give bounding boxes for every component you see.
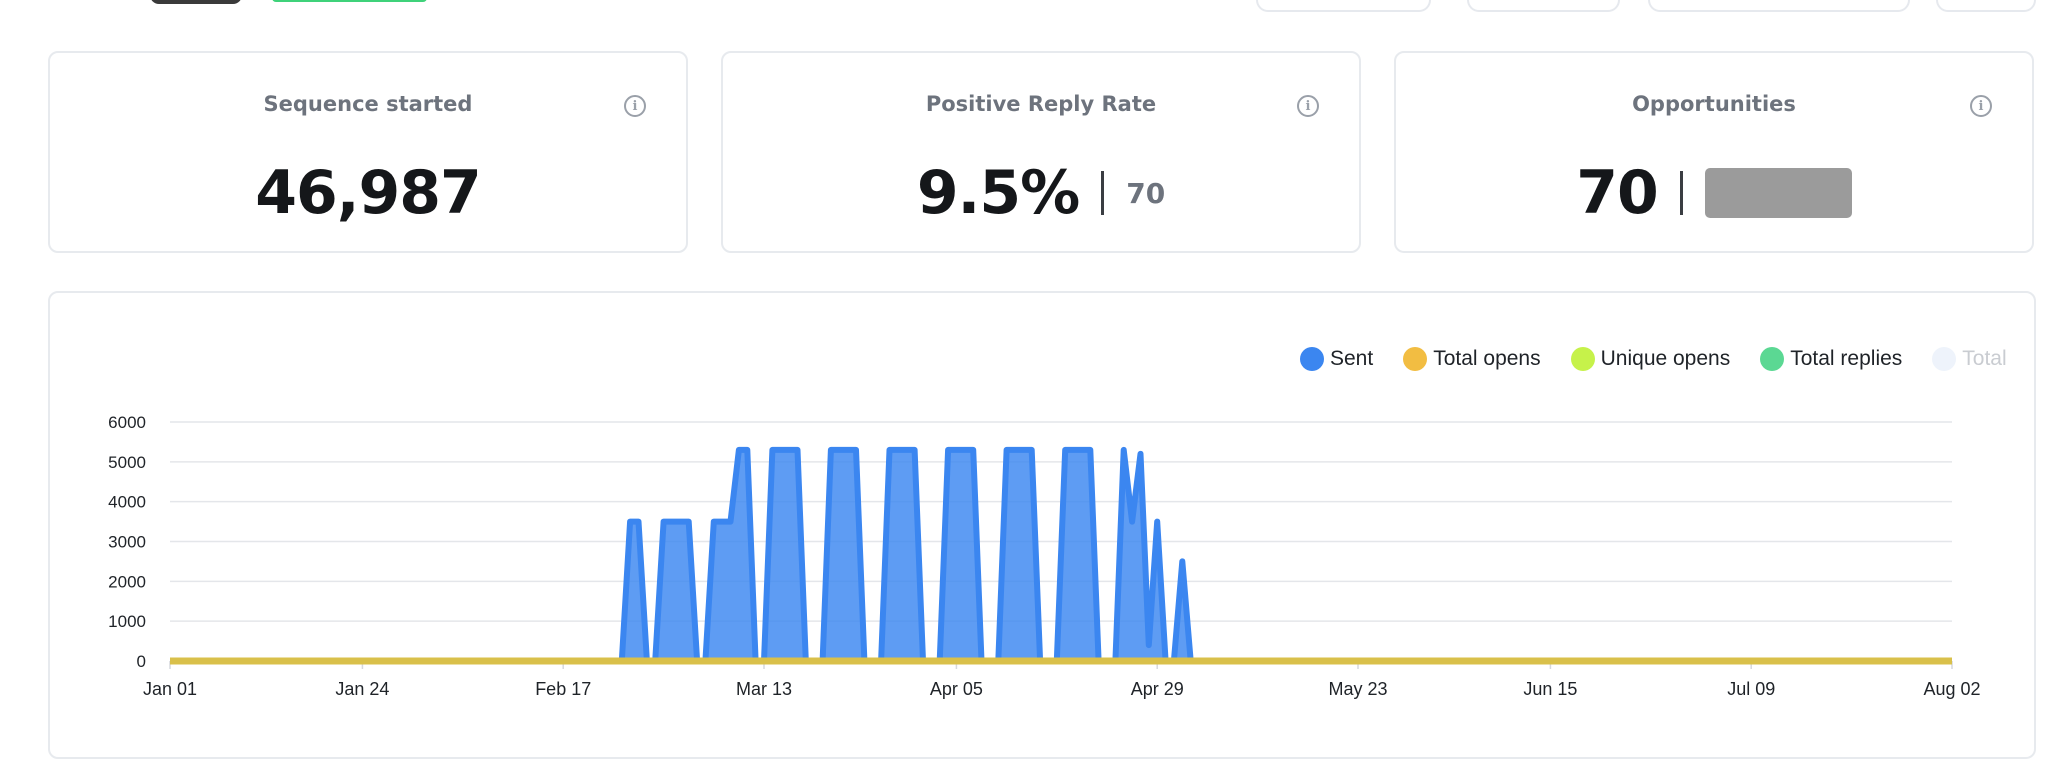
green-button-partial[interactable] (272, 0, 427, 2)
dark-button-partial[interactable] (150, 0, 242, 4)
legend-label: Total replies (1790, 347, 1903, 370)
legend-dot (1403, 347, 1428, 371)
stat-subvalue: 70 (1126, 176, 1166, 210)
stat-title: Opportunities (1632, 92, 1796, 116)
chart-plot: 6000 5000 4000 3000 2000 1000 0 Jan 01 Jan 24 Feb… (108, 413, 1980, 699)
toolbar-button-1-partial[interactable] (1256, 0, 1431, 12)
x-tick-label: Feb 17 (535, 679, 591, 699)
stat-row: 46,987 (50, 153, 686, 233)
y-tick-label: 4000 (108, 493, 146, 512)
x-tick-label: Jul 09 (1727, 679, 1775, 699)
stat-value: 70 (1576, 158, 1658, 228)
legend-item-total-replies[interactable]: Total replies (1760, 347, 1902, 371)
legend-label: Total (1962, 347, 2007, 370)
legend-label: Total opens (1433, 347, 1541, 370)
legend-item-total[interactable]: Total (1932, 347, 2007, 371)
stat-card-positive-reply-rate: Positive Reply Rate i 9.5% 70 (721, 51, 1361, 253)
x-tick-label: Jan 24 (335, 679, 389, 699)
toolbar-button-4-partial[interactable] (1936, 0, 2036, 12)
x-tick-label: Apr 29 (1131, 679, 1184, 699)
toolbar-button-3-partial[interactable] (1648, 0, 1910, 12)
legend-label: Sent (1330, 347, 1374, 370)
stat-card-sequence-started: Sequence started i 46,987 (48, 51, 688, 253)
activity-chart-card: Sent Total opens Unique opens Total repl… (48, 291, 2036, 759)
legend-item-total-opens[interactable]: Total opens (1403, 347, 1541, 371)
stat-value: 46,987 (255, 158, 482, 228)
x-tick-label: Mar 13 (736, 679, 792, 699)
legend-dot (1300, 347, 1324, 371)
redacted-value (1704, 168, 1852, 218)
y-tick-label: 5000 (108, 453, 146, 472)
stat-separator (1679, 171, 1683, 215)
stat-separator (1101, 171, 1105, 215)
y-tick-label: 2000 (108, 572, 146, 591)
stat-row: 9.5% 70 (723, 153, 1359, 233)
y-tick-label: 6000 (108, 413, 146, 432)
info-icon[interactable]: i (624, 95, 646, 117)
x-tick-label: May 23 (1328, 679, 1387, 699)
legend-dot (1932, 347, 1957, 371)
y-tick-label: 3000 (108, 533, 146, 552)
legend-item-unique-opens[interactable]: Unique opens (1570, 347, 1731, 371)
series-line-sent (170, 446, 1952, 664)
y-tick-label: 0 (137, 652, 146, 671)
legend-dot (1570, 347, 1595, 371)
x-tick-label: Apr 05 (930, 679, 983, 699)
stat-title: Positive Reply Rate (925, 92, 1157, 116)
x-tick-label: Aug 02 (1923, 679, 1980, 699)
info-icon[interactable]: i (1297, 95, 1319, 117)
info-icon[interactable]: i (1970, 95, 1992, 117)
legend-label: Unique opens (1600, 347, 1731, 370)
chart-legend: Sent Total opens Unique opens Total repl… (1300, 347, 2034, 371)
y-tick-label: 1000 (108, 612, 146, 631)
stat-value: 9.5% (916, 158, 1080, 228)
stat-row: 70 (1396, 153, 2032, 233)
x-tick-label: Jun 15 (1523, 679, 1577, 699)
stat-card-opportunities: Opportunities i 70 (1394, 51, 2034, 253)
x-tick-label: Jan 01 (143, 679, 197, 699)
top-toolbar-partial (0, 0, 2066, 14)
legend-dot (1760, 347, 1785, 371)
stat-title: Sequence started (263, 92, 473, 116)
toolbar-button-2-partial[interactable] (1467, 0, 1620, 12)
legend-item-sent[interactable]: Sent (1300, 347, 1373, 371)
